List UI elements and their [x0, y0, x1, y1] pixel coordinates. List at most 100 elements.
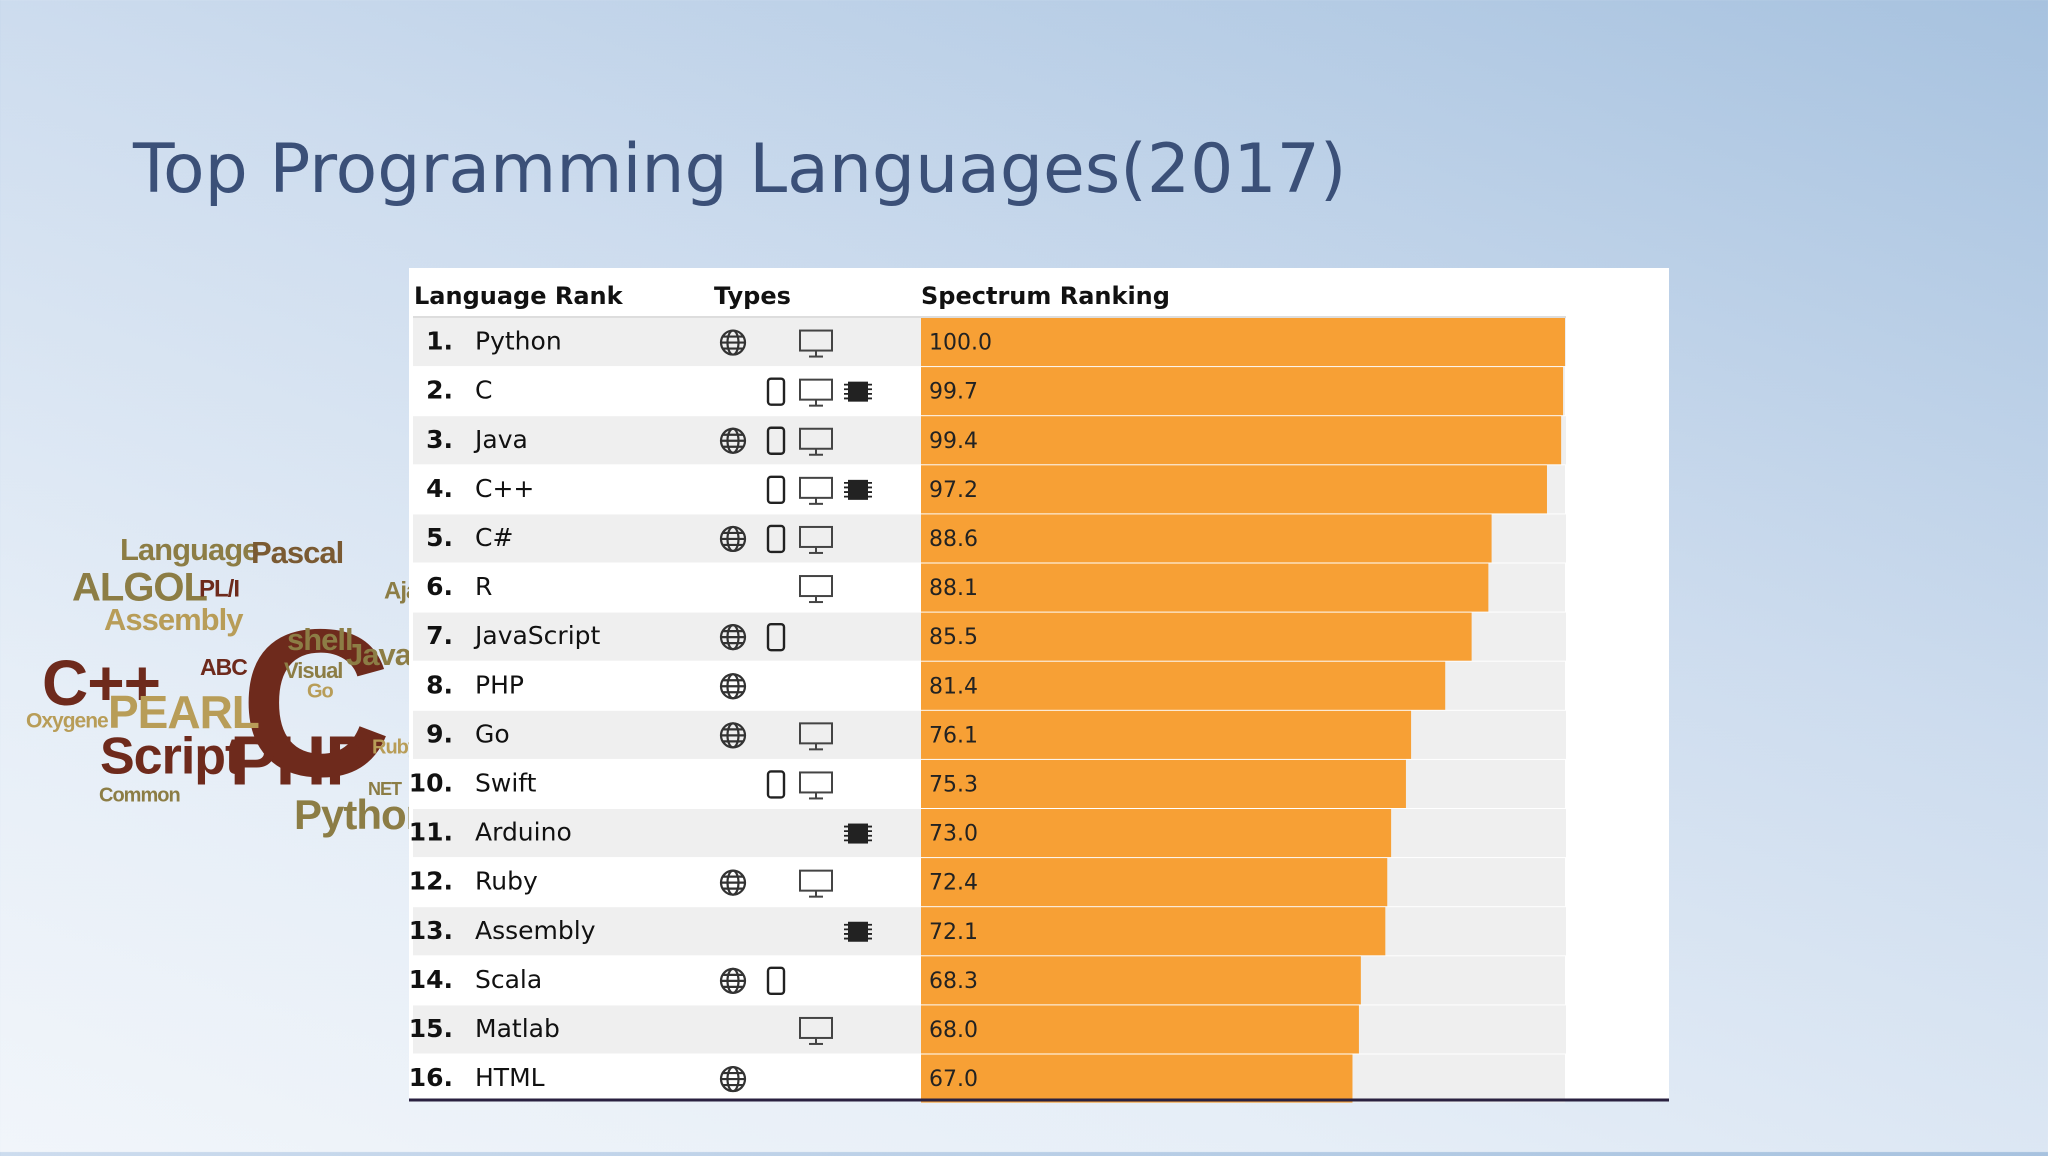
column-header: Language Rank — [414, 282, 624, 310]
value-label: 68.0 — [929, 1018, 978, 1043]
value-label: 73.0 — [929, 822, 978, 847]
cloud-word: Script — [100, 728, 242, 786]
cloud-word: PHP — [230, 721, 371, 799]
rank: 4. — [426, 474, 453, 503]
web-icon — [719, 329, 747, 356]
bar — [921, 514, 1492, 563]
bar — [921, 858, 1388, 907]
bar — [921, 465, 1547, 514]
cloud-word: Java — [346, 637, 413, 672]
cloud-word: ALGOL — [72, 566, 208, 610]
web-icon — [719, 869, 747, 896]
bar — [921, 710, 1412, 759]
desktop-icon — [799, 378, 833, 407]
ranking-table: Language Rank Types Spectrum Ranking 1. Pyth… — [409, 282, 1566, 1103]
value-label: 76.1 — [929, 723, 978, 748]
language-name: Assembly — [475, 916, 596, 945]
bar — [921, 661, 1446, 710]
web-icon — [719, 722, 747, 749]
value-label: 81.4 — [929, 674, 978, 699]
cloud-word: Oxygene — [26, 710, 108, 733]
desktop-icon — [799, 1016, 833, 1045]
rank: 12. — [409, 867, 453, 896]
desktop-icon — [799, 722, 833, 751]
language-name: JavaScript — [473, 621, 601, 650]
mobile-icon — [766, 426, 786, 455]
web-icon — [719, 967, 747, 994]
language-name: Java — [473, 425, 528, 454]
bar — [921, 318, 1565, 367]
web-icon — [719, 624, 747, 651]
column-header: Spectrum Ranking — [921, 282, 1170, 310]
web-icon — [719, 525, 747, 553]
language-name: Ruby — [475, 867, 538, 896]
desktop-icon — [799, 869, 833, 898]
language-name: Scala — [475, 965, 542, 994]
value-label: 72.4 — [929, 871, 978, 896]
cloud-word: Assembly — [104, 602, 244, 637]
cloud-word: shell — [287, 622, 353, 657]
language-name: C — [475, 376, 492, 405]
rank: 9. — [426, 719, 453, 748]
language-name: Swift — [475, 768, 537, 797]
language-name: Arduino — [475, 818, 572, 847]
embedded-icon — [844, 921, 872, 942]
language-name: Python — [475, 327, 562, 356]
rank: 15. — [409, 1014, 453, 1043]
desktop-icon — [799, 575, 833, 604]
bar — [921, 367, 1564, 416]
bar — [921, 809, 1392, 858]
cloud-word: Visual — [284, 658, 342, 683]
desktop-icon — [799, 525, 833, 554]
cloud-word: NET — [368, 779, 402, 799]
language-name: C++ — [475, 474, 534, 503]
bar — [921, 416, 1562, 465]
mobile-icon — [766, 377, 786, 406]
cloud-word: PEARL — [108, 686, 259, 738]
rank: 5. — [426, 523, 453, 552]
bar — [921, 907, 1386, 956]
chip — [848, 381, 868, 402]
embedded-icon — [844, 381, 872, 402]
chip — [848, 921, 868, 942]
language-name: PHP — [475, 670, 524, 699]
mobile-icon — [766, 524, 786, 554]
desktop-icon — [799, 771, 833, 800]
rank: 16. — [409, 1063, 453, 1092]
rank: 14. — [409, 965, 453, 994]
mobile-icon — [766, 622, 786, 652]
cloud-word: Common — [99, 784, 180, 806]
embedded-icon — [844, 823, 872, 844]
rank: 3. — [426, 425, 453, 454]
value-label: 97.2 — [929, 478, 978, 503]
value-label: 88.1 — [929, 576, 978, 601]
cloud-word: Python — [294, 791, 430, 838]
cloud-word: Go — [307, 680, 334, 702]
embedded-icon — [844, 479, 872, 500]
value-label: 100.0 — [929, 331, 992, 356]
desktop-icon — [799, 329, 833, 358]
cloud-word: Pascal — [251, 535, 343, 570]
cloud-word: C — [240, 585, 391, 820]
value-label: 99.7 — [929, 380, 978, 405]
mobile-icon — [766, 770, 786, 799]
chip — [848, 823, 868, 844]
value-label: 99.4 — [929, 429, 978, 454]
web-icon — [719, 427, 747, 454]
value-label: 75.3 — [929, 772, 978, 797]
cloud-word: Language — [120, 532, 259, 567]
bar — [921, 563, 1489, 612]
slide-title: Top Programming Languages(2017) — [132, 130, 1346, 209]
language-name: HTML — [475, 1063, 545, 1092]
bar — [921, 759, 1406, 808]
language-name: C# — [475, 523, 513, 552]
cloud-word: ABC — [200, 654, 247, 680]
language-name: Matlab — [475, 1014, 560, 1043]
column-header: Types — [714, 282, 791, 310]
rank: 13. — [409, 916, 453, 945]
value-label: 88.6 — [929, 527, 978, 552]
bar — [921, 956, 1361, 1005]
rank: 7. — [426, 621, 453, 650]
rank: 11. — [409, 818, 453, 847]
value-label: 85.5 — [929, 625, 978, 650]
